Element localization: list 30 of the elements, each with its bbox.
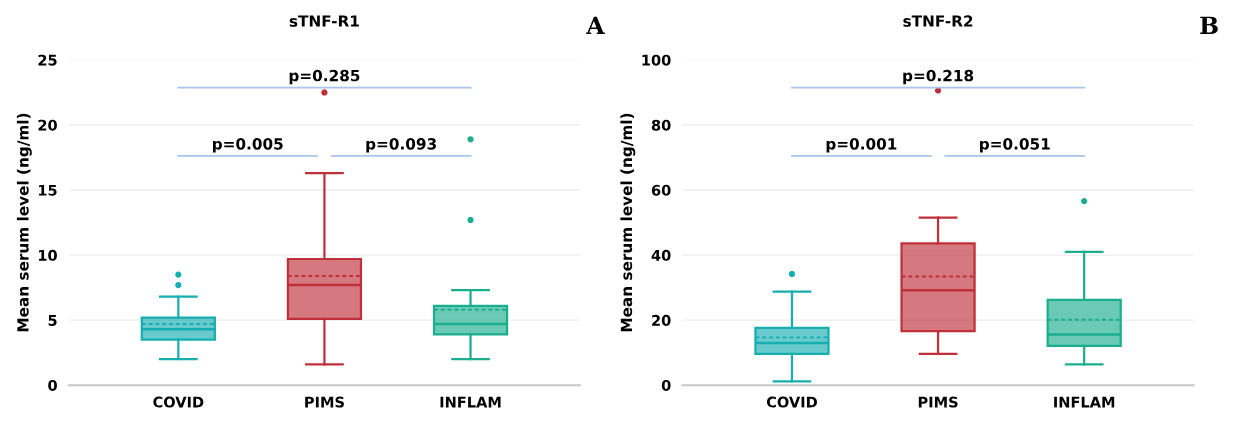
y-axis-title: Mean serum level (ng/ml) <box>16 113 32 332</box>
y-tick-label: 5 <box>48 315 57 326</box>
x-tick-label: COVID <box>766 396 817 408</box>
x-tick-label: PIMS <box>918 396 958 408</box>
annotation: p=0.005 <box>212 138 283 153</box>
annotation: p=0.285 <box>289 69 360 85</box>
annotation: p=0.093 <box>366 138 436 153</box>
y-tick-label: 20 <box>652 314 671 326</box>
y-tick-label: 40 <box>651 249 671 261</box>
y-tick-label: 25 <box>38 54 57 66</box>
y-axis-title: Mean serum level (ng/ml) <box>620 113 636 332</box>
y-tick-label: 60 <box>651 184 671 196</box>
y-tick-label: 80 <box>651 119 671 131</box>
x-tick-label: INFLAM <box>440 396 501 408</box>
annotation: p=0.218 <box>903 69 974 85</box>
annotation: p=0.001 <box>826 138 897 153</box>
y-tick-label: 10 <box>38 249 57 261</box>
y-tick-label: 0 <box>661 379 671 391</box>
x-tick-label: INFLAM <box>1054 396 1115 408</box>
x-tick-label: COVID <box>153 396 204 408</box>
chart-title: sTNF-R1 <box>289 15 359 27</box>
annotation: p=0.051 <box>980 138 1050 153</box>
text: A <box>586 16 605 34</box>
y-tick-label: 15 <box>38 184 57 196</box>
chart-title: sTNF-R2 <box>903 15 973 27</box>
y-tick-label: 20 <box>38 119 57 131</box>
y-tick-label: 0 <box>48 379 57 391</box>
y-tick-label: 100 <box>642 54 671 66</box>
text: B <box>1200 16 1218 34</box>
x-tick-label: PIMS <box>305 396 344 408</box>
